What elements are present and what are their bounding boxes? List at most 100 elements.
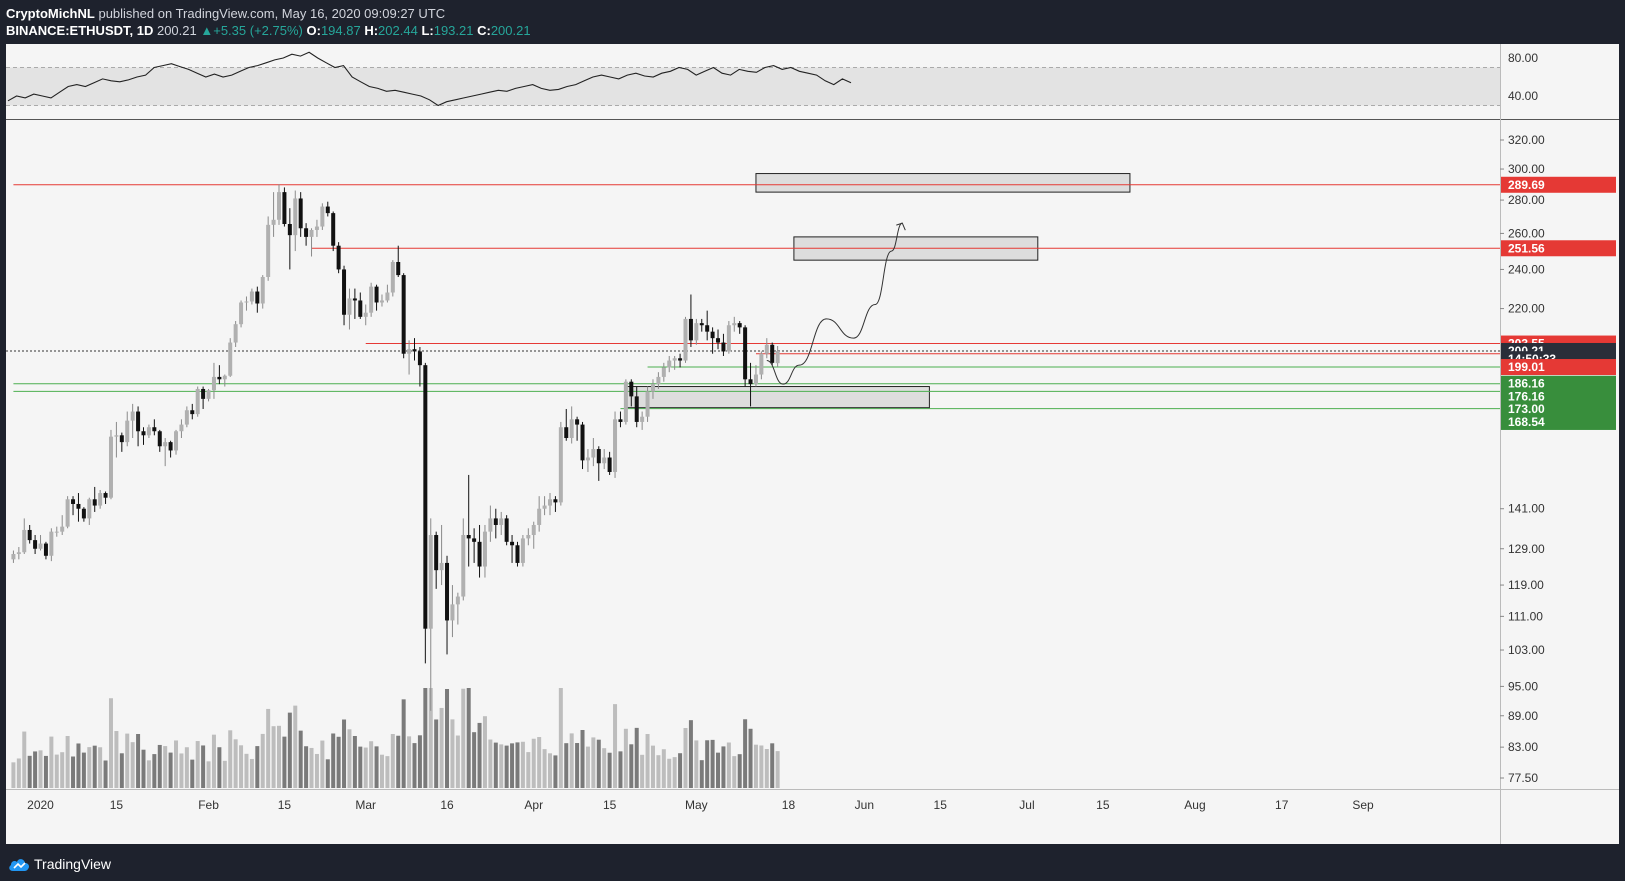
volume-bar bbox=[195, 741, 200, 788]
volume-bar bbox=[439, 707, 444, 788]
candle-body bbox=[374, 286, 379, 303]
volume-bar bbox=[672, 757, 677, 788]
candle-body bbox=[407, 349, 412, 354]
candle-body bbox=[271, 219, 276, 225]
volume-bar bbox=[136, 734, 141, 788]
candle-body bbox=[43, 543, 48, 556]
candle-body bbox=[244, 301, 249, 303]
candle-body bbox=[152, 427, 157, 432]
price-tick-label: 119.00 bbox=[1508, 578, 1544, 592]
candle-body bbox=[499, 518, 504, 525]
volume-bar bbox=[108, 698, 113, 788]
candle-body bbox=[92, 499, 97, 506]
tradingview-brand[interactable]: TradingView bbox=[34, 856, 112, 872]
volume-bar bbox=[49, 736, 54, 788]
volume-bar bbox=[201, 745, 206, 788]
low-label: L: bbox=[421, 23, 434, 38]
price-tag-label: 173.00 bbox=[1508, 402, 1545, 416]
volume-bar bbox=[114, 731, 119, 788]
candle-body bbox=[472, 538, 477, 542]
price-tick-label: 89.00 bbox=[1508, 709, 1538, 723]
volume-bar bbox=[493, 742, 498, 788]
volume-bar bbox=[515, 742, 520, 788]
candle-body bbox=[211, 376, 216, 391]
volume-bar bbox=[629, 744, 634, 788]
volume-bar bbox=[179, 753, 184, 788]
candle-body bbox=[146, 427, 151, 436]
price-axis-border bbox=[1500, 44, 1501, 844]
candle-body bbox=[732, 323, 737, 326]
price-tag-label: 176.16 bbox=[1508, 389, 1545, 403]
candle-body bbox=[607, 457, 612, 472]
price-tag-label: 199.01 bbox=[1508, 360, 1545, 374]
time-tick-label: 15 bbox=[603, 798, 617, 812]
ohlc-line: BINANCE:ETHUSDT, 1D 200.21 ▲+5.35 (+2.75… bbox=[6, 23, 531, 38]
volume-bar bbox=[282, 736, 287, 788]
candle-body bbox=[369, 286, 374, 313]
time-tick-label: 17 bbox=[1275, 798, 1289, 812]
volume-bar bbox=[168, 752, 173, 788]
candle-body bbox=[98, 493, 103, 506]
rsi-tick-label: 40.00 bbox=[1508, 89, 1538, 103]
volume-bar bbox=[407, 736, 412, 788]
author-name[interactable]: CryptoMichNL bbox=[6, 6, 95, 21]
volume-bar bbox=[119, 753, 124, 788]
volume-bar bbox=[65, 736, 70, 788]
tradingview-cloud-icon[interactable] bbox=[8, 856, 30, 872]
price-tick-label: 220.00 bbox=[1508, 302, 1545, 316]
candle-body bbox=[699, 323, 704, 326]
symbol-label[interactable]: BINANCE:ETHUSDT, 1D bbox=[6, 23, 154, 38]
candle-body bbox=[249, 291, 254, 302]
candle-body bbox=[49, 531, 54, 556]
candle-body bbox=[358, 300, 363, 317]
chart-svg[interactable]: 80.00 40.00 320.00 300.00 280.00 260.00 240.00… bbox=[6, 44, 1619, 844]
candle-body bbox=[455, 596, 460, 605]
candle-body bbox=[542, 505, 547, 509]
candles bbox=[11, 184, 780, 711]
volume-bar bbox=[304, 746, 309, 788]
time-tick-label: 18 bbox=[782, 798, 796, 812]
price-tick-label: 111.00 bbox=[1508, 609, 1543, 623]
volume-bar bbox=[764, 749, 769, 788]
volume-bars bbox=[11, 688, 780, 788]
candle-body bbox=[174, 431, 179, 451]
price-tag-box bbox=[1501, 388, 1616, 405]
volume-bar bbox=[255, 746, 260, 788]
candle-body bbox=[206, 390, 211, 399]
volume-bar bbox=[613, 704, 618, 788]
candle-body bbox=[87, 499, 92, 519]
candle-body bbox=[27, 529, 32, 541]
price-tag-box bbox=[1501, 400, 1616, 417]
candle-body bbox=[217, 376, 222, 380]
candle-body bbox=[661, 367, 666, 377]
volume-bar bbox=[450, 719, 455, 788]
candle-body bbox=[510, 541, 515, 546]
candle-body bbox=[342, 269, 347, 315]
time-tick-label: Apr bbox=[524, 798, 543, 812]
candle-body bbox=[130, 411, 135, 421]
volume-bar bbox=[314, 753, 319, 788]
chart-area[interactable]: 80.00 40.00 320.00 300.00 280.00 260.00 240.00… bbox=[6, 44, 1619, 844]
volume-bar bbox=[76, 743, 81, 788]
candle-body bbox=[412, 349, 417, 352]
volume-bar bbox=[260, 733, 265, 788]
price-tag-box bbox=[1501, 375, 1616, 392]
candle-body bbox=[331, 213, 336, 246]
candle-body bbox=[385, 292, 390, 301]
candle-body bbox=[168, 442, 173, 451]
volume-bar bbox=[499, 744, 504, 788]
volume-bar bbox=[287, 712, 292, 788]
candle-body bbox=[71, 499, 76, 504]
volume-bar bbox=[217, 747, 222, 788]
volume-bar bbox=[163, 746, 168, 788]
candle-body bbox=[531, 524, 536, 536]
volume-bar bbox=[645, 734, 650, 788]
candle-body bbox=[439, 562, 444, 571]
volume-bar bbox=[331, 733, 336, 788]
candle-body bbox=[157, 431, 162, 447]
volume-bar bbox=[775, 751, 780, 788]
candle-body bbox=[640, 416, 645, 422]
candle-body bbox=[694, 323, 699, 341]
candle-body bbox=[65, 499, 70, 527]
candle-body bbox=[753, 374, 758, 385]
